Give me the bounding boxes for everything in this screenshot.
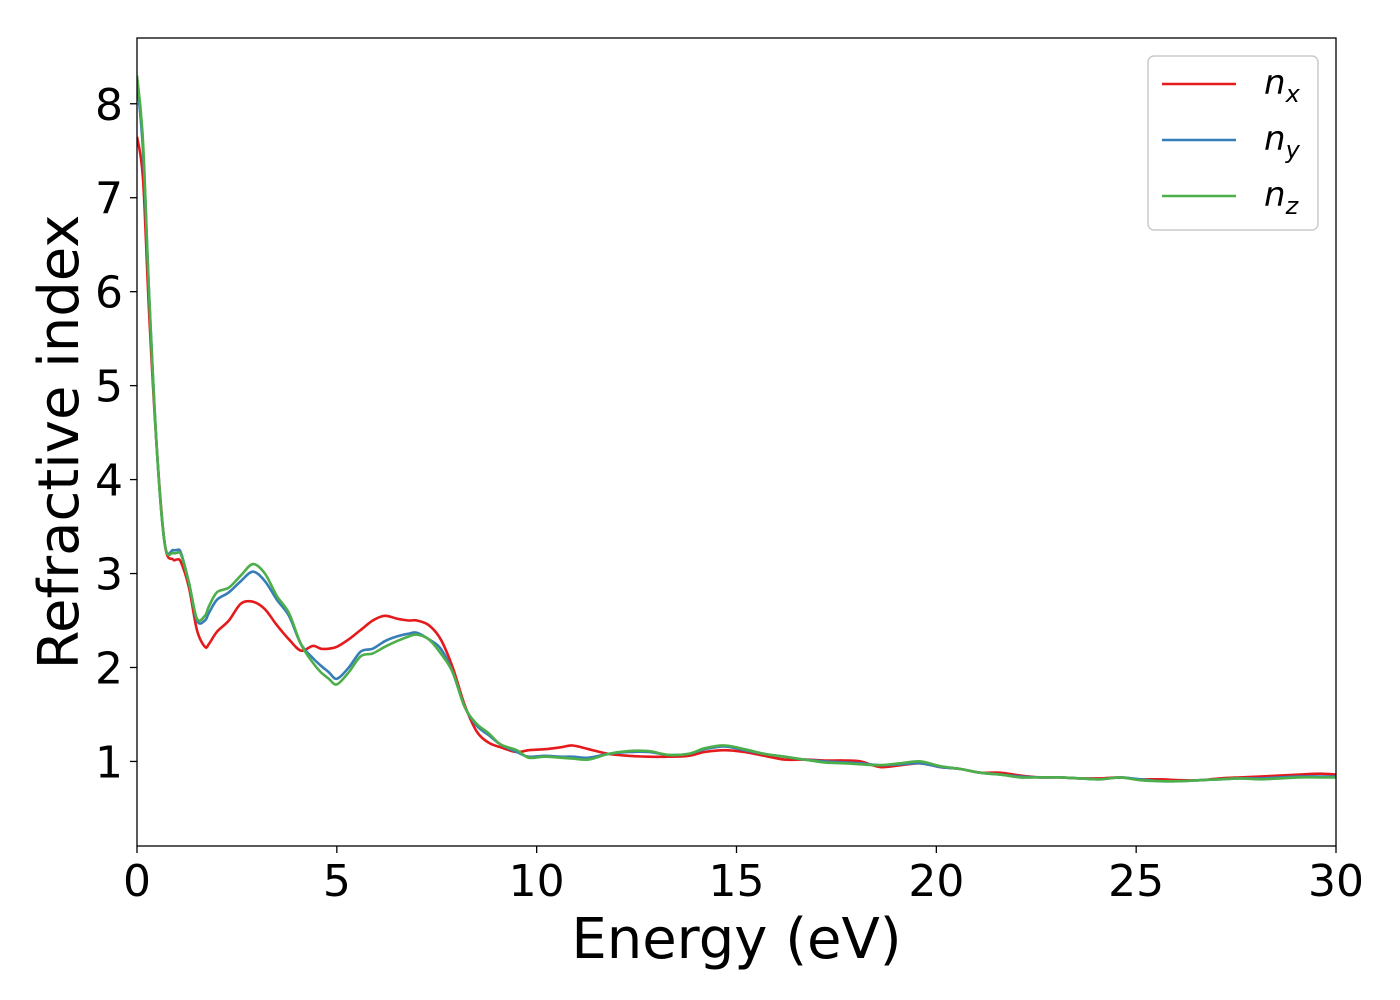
y-tick-label: 5 — [95, 362, 123, 413]
y-tick-label: 7 — [95, 174, 123, 225]
y-tick-label: 2 — [95, 643, 123, 694]
y-axis-ticks: 1 2 3 4 5 6 7 8 — [95, 80, 137, 788]
x-axis-title: Energy (eV) — [571, 907, 901, 972]
x-tick-label: 15 — [709, 856, 765, 907]
legend-label-nz: nz — [1264, 175, 1300, 220]
x-tick-label: 20 — [908, 856, 964, 907]
x-tick-label: 0 — [123, 856, 151, 907]
x-tick-label: 10 — [509, 856, 565, 907]
y-tick-label: 6 — [95, 268, 123, 319]
legend-items: nx ny nz — [1162, 63, 1301, 220]
legend: nx ny nz — [1147, 55, 1319, 231]
y-tick-label: 3 — [95, 550, 123, 601]
x-tick-label: 25 — [1108, 856, 1164, 907]
y-tick-label: 4 — [95, 456, 123, 507]
series-line-nx — [137, 136, 1336, 782]
series-line-nz — [137, 75, 1336, 783]
x-tick-label: 5 — [323, 856, 351, 907]
legend-box — [1147, 55, 1319, 231]
x-tick-label: 30 — [1308, 856, 1364, 907]
y-axis-title: Refractive index — [27, 215, 92, 670]
legend-label-nx: nx — [1264, 63, 1301, 108]
y-tick-label: 8 — [95, 80, 123, 131]
legend-label-ny: ny — [1264, 119, 1301, 164]
x-axis-ticks: 0 5 10 15 20 25 30 — [123, 846, 1364, 907]
y-tick-label: 1 — [95, 737, 123, 788]
series-layer — [137, 75, 1336, 783]
